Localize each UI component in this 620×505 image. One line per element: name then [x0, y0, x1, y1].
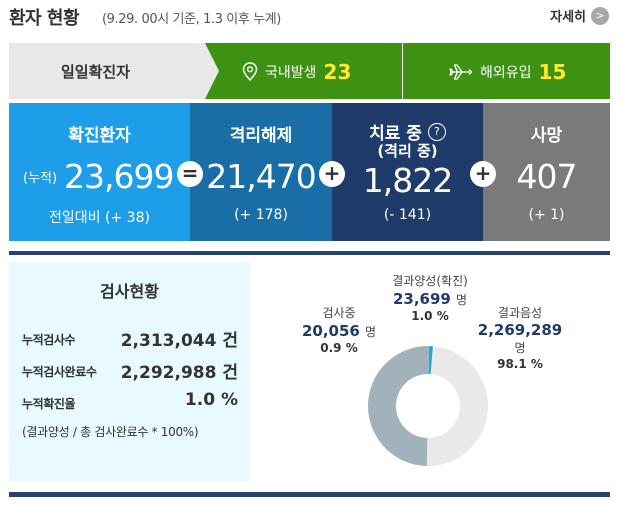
testing-unit: 명	[364, 325, 377, 339]
card-isolated: 치료 중 ? (격리 중) 1,822 (- 141)	[332, 103, 483, 241]
patient-stats: 확진환자 (누적) 23,699 전일대비 (+ 38) 격리해제 21,470…	[9, 103, 610, 241]
isolated-value: 1,822	[362, 161, 453, 200]
positive-number: 23,699	[392, 290, 451, 308]
page-title: 환자 현황	[9, 8, 80, 29]
daily-label-arrow	[205, 43, 219, 99]
testing-name: 검사중	[322, 306, 356, 320]
test-row: 누적확진율 1.0 %	[22, 390, 244, 414]
donut-label-negative: 결과음성 2,269,289 명 98.1 %	[470, 304, 570, 371]
test-row-value: 2,292,988 건	[120, 363, 238, 383]
help-icon[interactable]: ?	[427, 122, 446, 141]
daily-overseas-label: 해외유입	[480, 65, 532, 81]
section-divider	[9, 251, 610, 255]
daily-label: 일일확진자	[61, 63, 131, 81]
positive-name: 결과양성(확진)	[392, 274, 468, 288]
test-row-label: 누적확진율	[22, 397, 76, 411]
donut-chart	[368, 346, 489, 466]
test-rate-formula: (결과양성 / 총 검사완료수 * 100%)	[22, 425, 199, 439]
page-subtitle: (9.29. 00시 기준, 1.3 이후 누계)	[102, 12, 281, 27]
daily-domestic-box: 국내발생 23	[190, 43, 402, 99]
section-divider	[9, 492, 610, 497]
daily-overseas: 해외유입 15	[449, 60, 566, 84]
test-row-label: 누적검사수	[22, 333, 76, 347]
isolated-title: 치료 중	[369, 124, 422, 144]
equals-sign: =	[177, 161, 203, 187]
confirmed-value: 23,699	[64, 157, 174, 196]
test-result-donut: 결과양성(확진) 23,699 명 1.0 % 검사중 20,056 명 0.9…	[250, 262, 610, 481]
test-row-value: 1.0 %	[184, 390, 238, 410]
donut-label-testing: 검사중 20,056 명 0.9 %	[294, 304, 384, 355]
plus-sign: +	[319, 161, 345, 187]
daily-domestic-label: 국내발생	[265, 65, 317, 81]
negative-unit: 명	[514, 341, 526, 355]
negative-name: 결과음성	[497, 306, 543, 320]
test-row-label: 누적검사완료수	[22, 365, 97, 379]
negative-number: 2,269,289	[477, 321, 563, 339]
daily-overseas-value: 15	[538, 60, 567, 84]
test-row: 누적검사수 2,313,044 건	[22, 326, 244, 351]
test-row-value: 2,313,044 건	[120, 331, 238, 351]
confirmed-change: 전일대비 (+ 38)	[49, 210, 150, 226]
daily-label-box: 일일확진자	[9, 43, 219, 99]
test-row: 누적검사완료수 2,292,988 건	[22, 358, 244, 383]
negative-percent: 98.1 %	[497, 357, 543, 371]
detail-link[interactable]: 자세히 >	[550, 6, 609, 25]
donut-slice-positive	[428, 346, 433, 375]
location-pin-icon	[242, 62, 258, 82]
card-deaths: 사망 407 (+ 1)	[483, 103, 610, 241]
confirmed-prefix: (누적)	[23, 171, 58, 186]
detail-label[interactable]: 자세히	[550, 10, 586, 25]
released-change: (+ 178)	[234, 207, 288, 223]
plus-sign: +	[470, 161, 496, 187]
daily-confirmed-bar: 국내발생 23 해외유입 15 일일확진자	[9, 43, 610, 99]
daily-domestic-value: 23	[323, 60, 352, 84]
isolated-subtitle: (격리 중)	[377, 142, 438, 160]
donut-label-positive: 결과양성(확진) 23,699 명 1.0 %	[380, 272, 480, 323]
donut-slice-negative	[368, 346, 430, 466]
deaths-change: (+ 1)	[528, 207, 565, 223]
deaths-value: 407	[516, 157, 578, 196]
chevron-right-icon[interactable]: >	[591, 6, 609, 25]
deaths-title: 사망	[530, 126, 563, 146]
daily-domestic: 국내발생 23	[242, 60, 351, 84]
isolated-change: (- 141)	[383, 207, 432, 223]
test-status-panel: 검사현황 누적검사수 2,313,044 건 누적검사완료수 2,292,988…	[9, 262, 250, 481]
header: 환자 현황 (9.29. 00시 기준, 1.3 이후 누계) 자세히 >	[0, 0, 620, 36]
positive-unit: 명	[455, 293, 468, 307]
testing-number: 20,056	[301, 322, 360, 340]
donut-slice-testing	[426, 346, 489, 466]
daily-overseas-box: 해외유입 15	[403, 43, 610, 99]
released-title: 격리해제	[229, 126, 293, 146]
card-released: 격리해제 21,470 (+ 178)	[190, 103, 332, 241]
confirmed-title: 확진환자	[68, 126, 131, 146]
released-value: 21,470	[206, 157, 316, 196]
testing-percent: 0.9 %	[320, 341, 358, 355]
airplane-icon	[449, 64, 473, 80]
positive-percent: 1.0 %	[411, 309, 449, 323]
test-status-title: 검사현황	[100, 282, 159, 301]
card-confirmed: 확진환자 (누적) 23,699 전일대비 (+ 38)	[9, 103, 190, 241]
